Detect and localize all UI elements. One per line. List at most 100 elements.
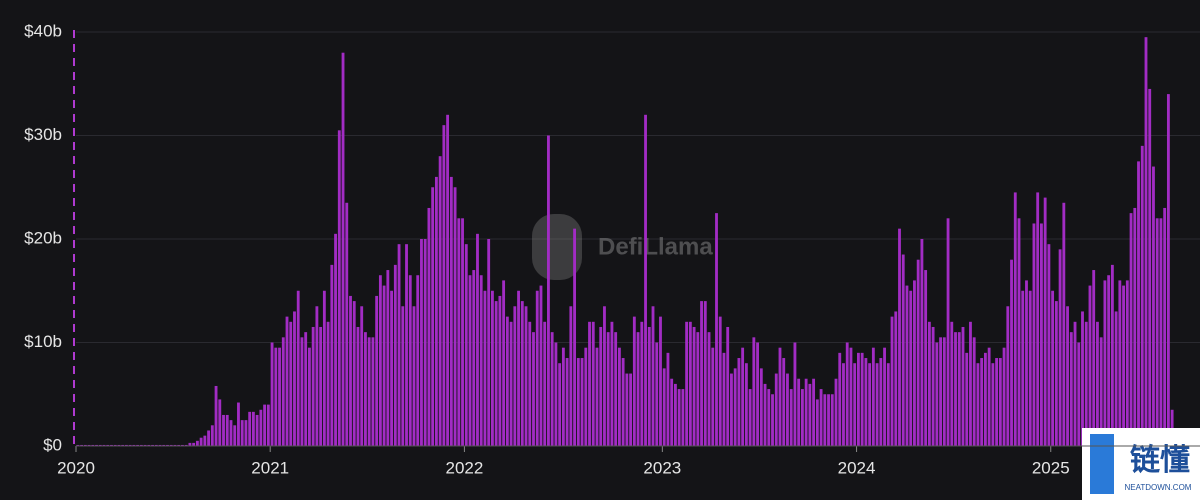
logo-mark xyxy=(1090,434,1114,494)
bar xyxy=(139,444,143,446)
bar xyxy=(662,368,666,446)
bar xyxy=(629,373,633,446)
bar xyxy=(610,321,614,446)
bar xyxy=(838,352,842,446)
bar xyxy=(266,404,270,446)
bar xyxy=(132,444,136,446)
bar xyxy=(364,332,367,446)
bar xyxy=(1155,218,1159,446)
bar xyxy=(405,244,408,446)
bar xyxy=(330,264,334,446)
bar xyxy=(263,404,267,446)
bar xyxy=(420,239,423,446)
bar xyxy=(920,239,924,446)
bar xyxy=(883,347,886,446)
bar xyxy=(737,358,741,446)
bar xyxy=(935,342,939,446)
bar xyxy=(1073,321,1077,446)
bar xyxy=(700,301,703,446)
bar xyxy=(95,444,98,446)
bar xyxy=(1152,166,1155,447)
bar xyxy=(647,326,651,446)
bar xyxy=(651,306,655,446)
bar xyxy=(199,437,203,446)
bar xyxy=(162,444,166,446)
bar xyxy=(692,326,696,446)
bar xyxy=(1125,280,1129,446)
bar xyxy=(715,213,718,446)
x-tick-label: 2025 xyxy=(1032,458,1070,477)
bar xyxy=(154,444,158,446)
bar xyxy=(875,363,879,446)
bar xyxy=(289,321,293,446)
bar xyxy=(434,176,438,446)
watermark: DefiLlama xyxy=(532,214,713,280)
bar xyxy=(1047,244,1051,446)
bar xyxy=(498,295,502,446)
bar xyxy=(222,414,225,446)
bar xyxy=(1118,280,1122,446)
bar xyxy=(711,347,715,446)
x-tick-label: 2024 xyxy=(838,458,876,477)
bar xyxy=(367,337,371,446)
bar xyxy=(1032,223,1036,446)
bar xyxy=(468,275,472,446)
bar xyxy=(991,363,995,446)
bar xyxy=(845,342,849,446)
bar xyxy=(207,430,211,446)
bar xyxy=(110,444,113,446)
bar xyxy=(446,114,450,447)
bar xyxy=(91,444,95,446)
bar xyxy=(950,321,954,446)
bar xyxy=(181,444,184,446)
bar xyxy=(427,207,431,446)
x-tick-label: 2022 xyxy=(445,458,483,477)
bar xyxy=(849,347,853,446)
bar xyxy=(513,306,517,446)
bar xyxy=(520,301,524,446)
bar xyxy=(916,259,920,446)
bar xyxy=(300,337,304,446)
bar xyxy=(412,306,416,446)
bar xyxy=(535,290,539,446)
bar xyxy=(871,347,875,446)
bar xyxy=(1025,280,1028,446)
bar xyxy=(386,270,390,446)
bar xyxy=(666,352,670,446)
bar xyxy=(573,228,577,446)
bar xyxy=(1010,259,1013,446)
bar xyxy=(502,280,506,446)
bar xyxy=(808,383,812,446)
bar xyxy=(334,233,337,446)
bar xyxy=(1002,347,1006,446)
bar xyxy=(1081,311,1084,446)
bar xyxy=(957,332,961,446)
bar xyxy=(827,394,830,446)
bar xyxy=(998,358,1002,446)
bar xyxy=(655,342,659,446)
bar xyxy=(128,444,132,446)
bar xyxy=(1043,197,1047,446)
bar xyxy=(1013,192,1017,446)
x-tick-label: 2023 xyxy=(643,458,681,477)
bar xyxy=(449,176,453,446)
bar xyxy=(1159,218,1163,446)
bar xyxy=(640,321,644,446)
bar xyxy=(1103,280,1107,446)
bar xyxy=(569,306,573,446)
bar xyxy=(98,444,102,446)
bar xyxy=(136,444,140,446)
bar xyxy=(767,389,771,446)
bar xyxy=(972,337,976,446)
bar xyxy=(382,285,386,446)
bar xyxy=(166,444,169,446)
bar xyxy=(210,425,214,446)
bar xyxy=(931,326,935,446)
bar xyxy=(707,332,711,446)
watermark-text: DefiLlama xyxy=(598,233,713,260)
y-tick-label: $30b xyxy=(24,125,62,144)
bar xyxy=(584,347,588,446)
bar xyxy=(688,321,692,446)
bar xyxy=(927,321,931,446)
bar xyxy=(240,420,244,446)
